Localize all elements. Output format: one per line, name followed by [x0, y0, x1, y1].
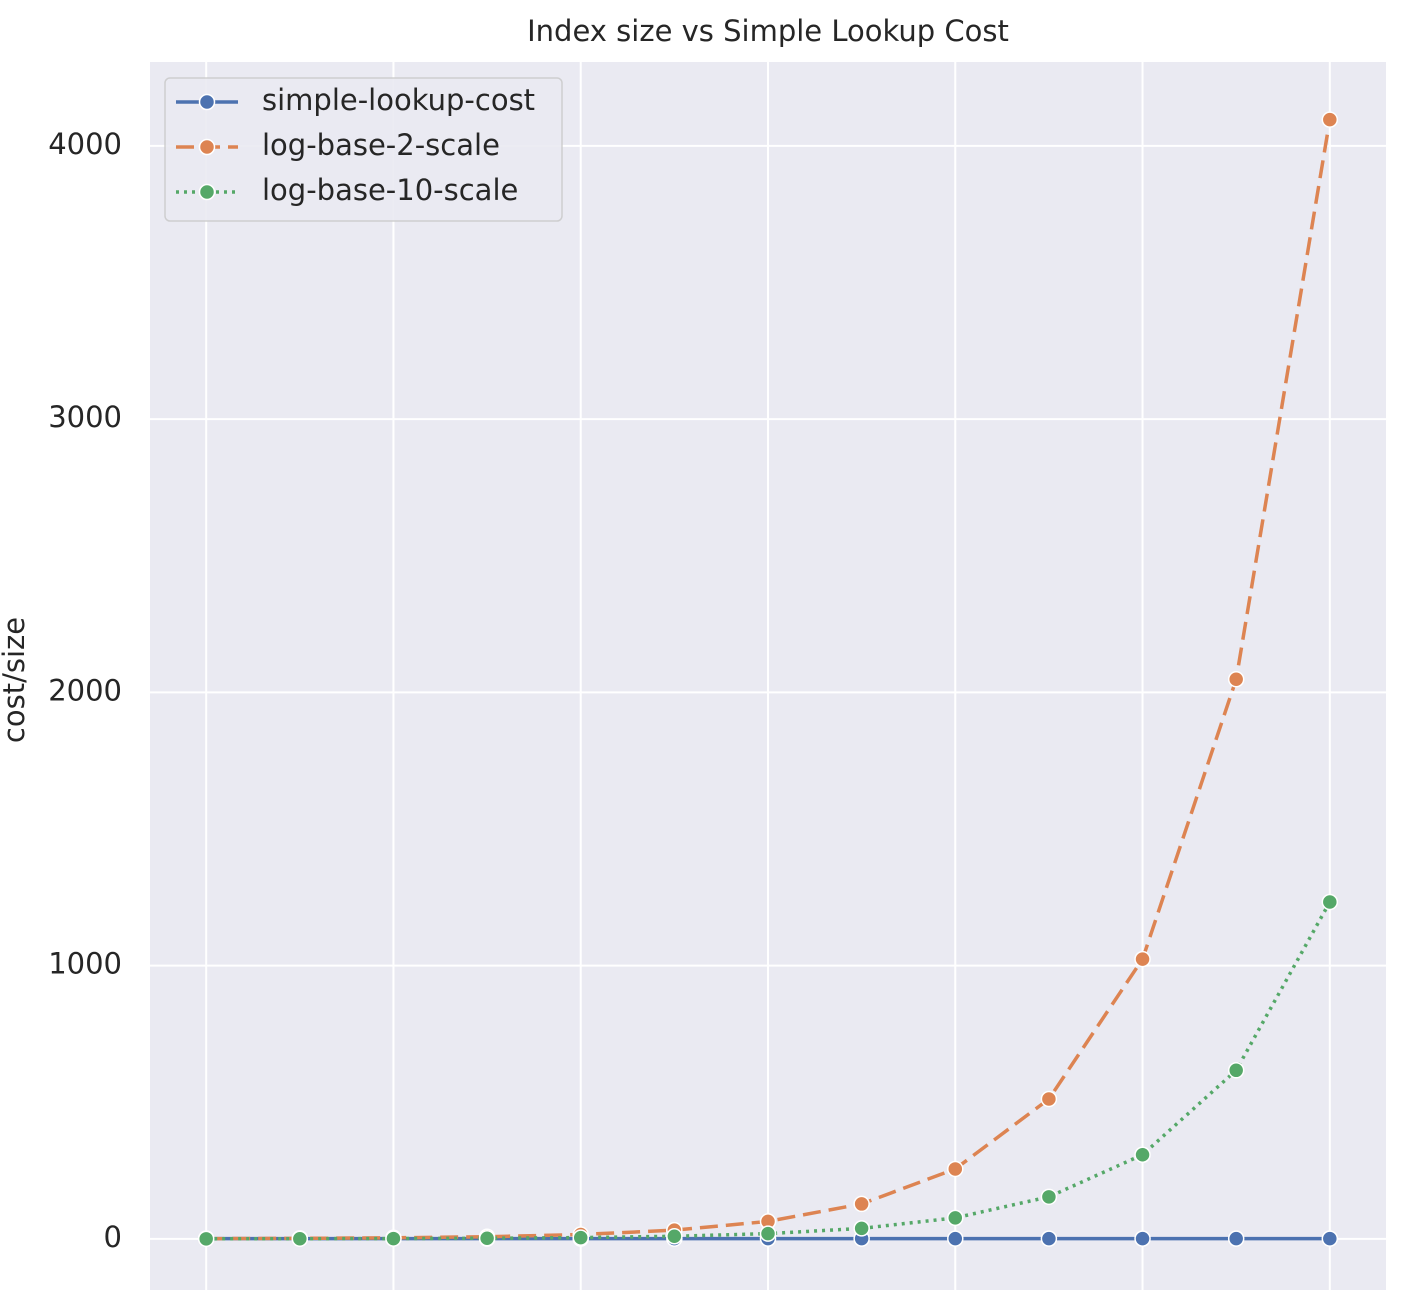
y-tick-label: 3000 [48, 400, 122, 434]
point [853, 1220, 870, 1237]
point [291, 1230, 309, 1247]
point [853, 1195, 870, 1213]
legend-label: simple-lookup-cost [262, 83, 535, 117]
legend: simple-lookup-cost log-base-2-scale log-ba… [164, 77, 563, 222]
point [197, 1230, 215, 1248]
point [1134, 1230, 1151, 1247]
point [1321, 893, 1339, 911]
point [947, 1230, 964, 1247]
point [1227, 1230, 1245, 1247]
legend-marker [198, 93, 216, 111]
chart-title: Index size vs Simple Lookup Cost [527, 14, 1009, 48]
legend-label: log-base-10-scale [262, 173, 518, 207]
point [478, 1229, 496, 1247]
point [1134, 950, 1151, 968]
y-axis-label: cost/size [0, 617, 31, 743]
point [1227, 1062, 1245, 1079]
legend-marker [198, 183, 216, 201]
point [1134, 1146, 1151, 1163]
point [1321, 111, 1339, 128]
point [947, 1160, 964, 1178]
point [759, 1225, 777, 1242]
legend-label: log-base-2-scale [262, 128, 500, 162]
point [572, 1229, 589, 1246]
point [1040, 1188, 1058, 1206]
y-tick-label: 0 [104, 1220, 122, 1254]
point [1227, 671, 1245, 688]
y-tick-label: 2000 [48, 673, 122, 707]
point [1321, 1230, 1339, 1247]
y-tick-label: 1000 [48, 947, 122, 981]
legend-marker [198, 138, 216, 156]
point [385, 1230, 402, 1247]
point [666, 1228, 683, 1245]
legend-box [164, 77, 563, 222]
y-tick-label: 4000 [48, 127, 122, 161]
point [1040, 1230, 1058, 1247]
point [947, 1209, 964, 1227]
point [1040, 1090, 1058, 1108]
